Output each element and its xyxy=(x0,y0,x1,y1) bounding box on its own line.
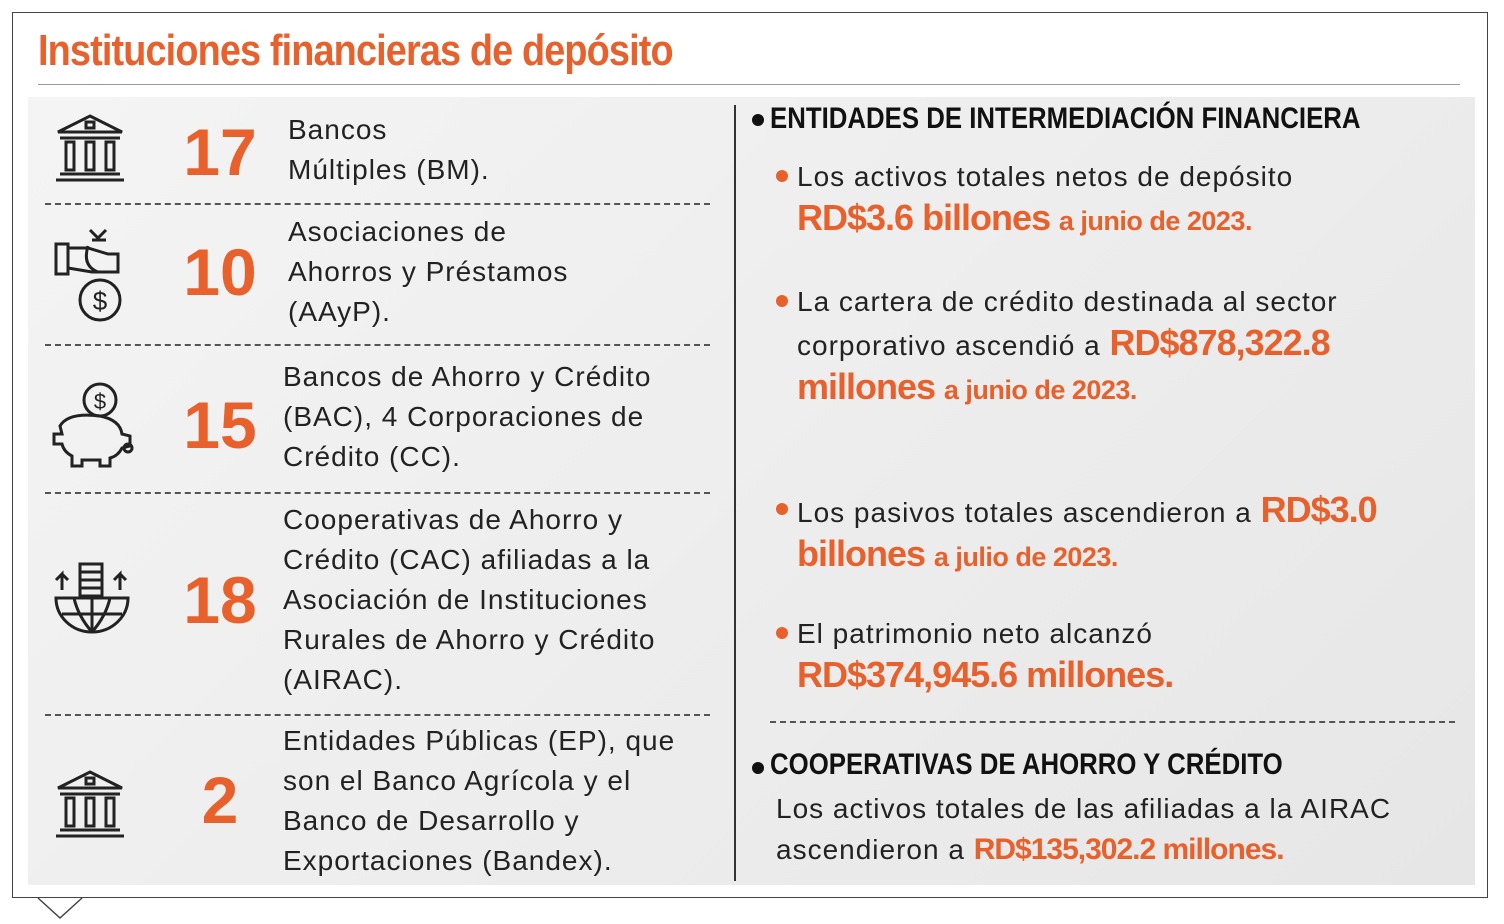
count: 17 xyxy=(183,115,257,189)
description-line: Exportaciones (Bandex). xyxy=(283,845,613,876)
row-separator xyxy=(45,203,710,205)
count: 18 xyxy=(183,563,257,637)
description-line: Múltiples (BM). xyxy=(288,154,490,185)
description-line: (AIRAC). xyxy=(283,664,403,695)
heading-bullet xyxy=(752,114,764,126)
svg-text:$: $ xyxy=(93,286,108,316)
highlight: RD$3.0 billones xyxy=(797,489,1378,574)
description-line: Ahorros y Préstamos xyxy=(288,256,569,287)
description-line: Cooperativas de Ahorro y xyxy=(283,504,623,535)
highlight: RD$374,945.6 millones. xyxy=(797,654,1174,695)
highlight: RD$3.6 billones xyxy=(797,197,1051,238)
bullet xyxy=(776,627,788,639)
frame-notch xyxy=(37,897,83,920)
description-line: Entidades Públicas (EP), que xyxy=(283,725,676,756)
bullet-text: Los pasivos totales ascendieron a RD$3.0… xyxy=(797,489,1378,578)
count: 2 xyxy=(201,763,239,837)
text: El patrimonio neto alcanzó xyxy=(797,618,1153,649)
title: Instituciones financieras de depósito xyxy=(38,26,674,75)
description-line: Crédito (CAC) afiliadas a la xyxy=(283,544,651,575)
bank-icon xyxy=(56,770,124,838)
description-line: Banco de Desarrollo y xyxy=(283,805,580,836)
suffix: a julio de 2023. xyxy=(933,542,1119,572)
description-line: Bancos xyxy=(288,114,388,145)
svg-text:$: $ xyxy=(94,389,106,414)
suffix: a junio de 2023. xyxy=(1058,206,1253,236)
bullet-text: El patrimonio neto alcanzó RD$374,945.6 … xyxy=(797,613,1377,698)
bank-icon xyxy=(56,114,124,182)
heading-bullet xyxy=(752,762,764,774)
description-line: (BAC), 4 Corporaciones de xyxy=(283,401,645,432)
bullet-text: La cartera de crédito destinada al secto… xyxy=(797,281,1377,411)
text: Los activos totales netos de depósito xyxy=(797,161,1294,192)
highlight: RD$135,302.2 millones. xyxy=(973,833,1285,866)
section-heading: ENTIDADES DE INTERMEDIACIÓN FINANCIERA xyxy=(770,102,1361,135)
bullet-text: Los activos totales netos de depósito RD… xyxy=(797,156,1377,242)
row-separator xyxy=(45,344,710,346)
count: 15 xyxy=(183,388,257,462)
bullet xyxy=(776,170,788,182)
text: Los activos totales de las afiliadas a l… xyxy=(776,793,1392,865)
cooperative-icon xyxy=(54,562,130,634)
section-separator xyxy=(770,721,1455,723)
description-line: son el Banco Agrícola y el xyxy=(283,765,632,796)
description-line: (AAyP). xyxy=(288,296,391,327)
row-separator xyxy=(45,714,710,716)
text: La cartera de crédito destinada al secto… xyxy=(797,286,1338,361)
highlight: RD$878,322.8 millones xyxy=(797,322,1331,407)
suffix: a junio de 2023. xyxy=(943,375,1138,405)
row-separator xyxy=(45,492,710,494)
count: 10 xyxy=(183,235,257,309)
money-bag-icon: $ xyxy=(54,228,122,322)
description-line: Rurales de Ahorro y Crédito xyxy=(283,624,656,655)
section-heading: COOPERATIVAS DE AHORRO Y CRÉDITO xyxy=(770,748,1283,781)
title-rule xyxy=(38,84,1460,85)
piggy-bank-icon: $ xyxy=(52,382,134,468)
description-line: Bancos de Ahorro y Crédito xyxy=(283,361,652,392)
description-line: Asociaciones de xyxy=(288,216,507,247)
section-text: Los activos totales de las afiliadas a l… xyxy=(776,788,1436,870)
description-line: Crédito (CC). xyxy=(283,441,461,472)
description-line: Asociación de Instituciones xyxy=(283,584,648,615)
bullet xyxy=(776,295,788,307)
frame xyxy=(12,12,1488,898)
bullet xyxy=(776,503,788,515)
text: Los pasivos totales ascendieron a xyxy=(797,497,1252,528)
content-panel xyxy=(28,97,1475,885)
divider xyxy=(734,105,736,881)
